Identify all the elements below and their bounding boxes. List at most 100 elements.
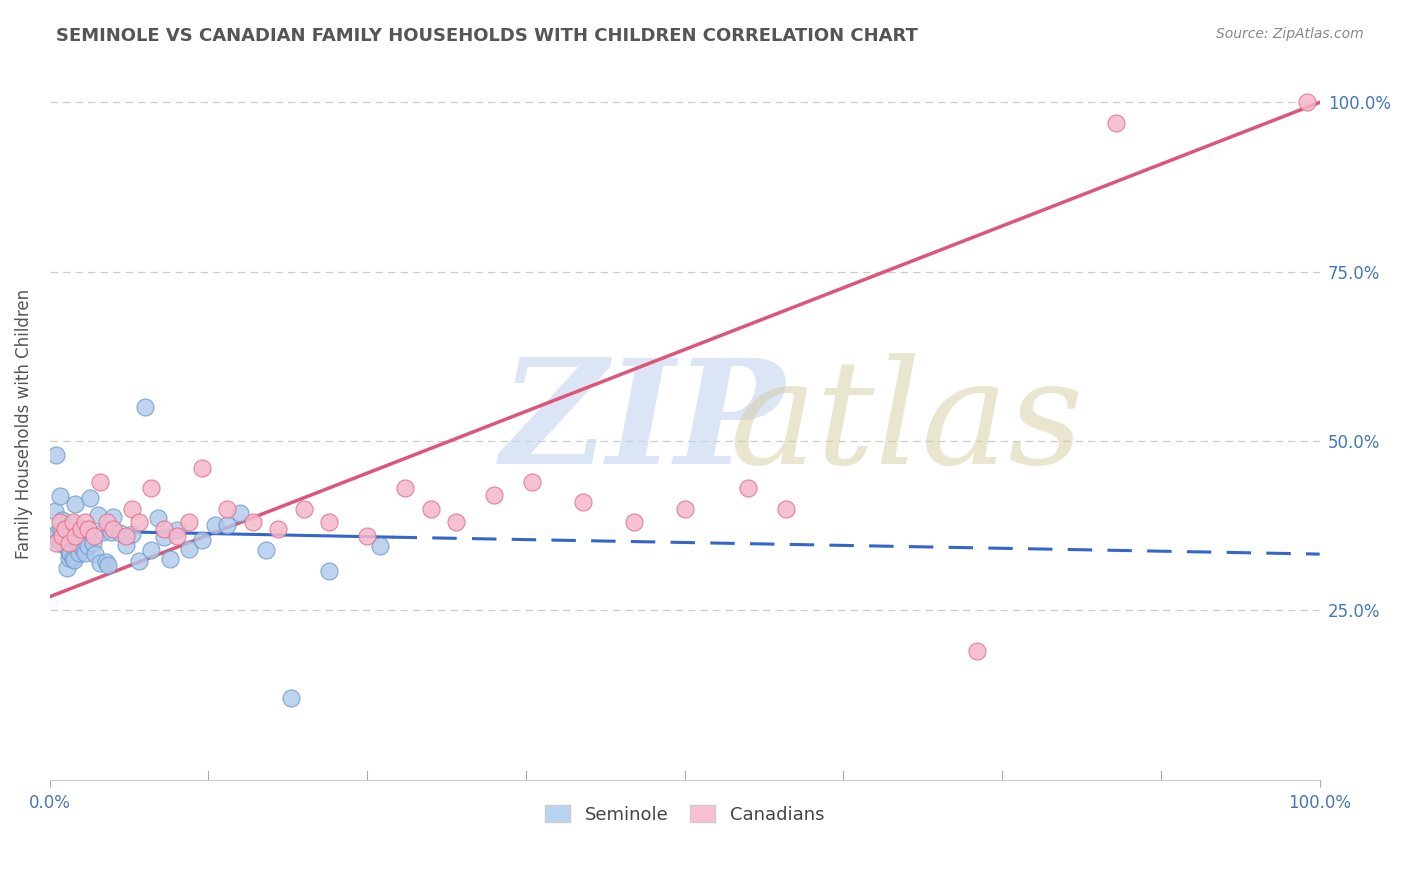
Point	[55, 532, 77, 546]
Point	[45, 535, 67, 549]
Point	[53, 522, 76, 536]
Point	[46, 526, 69, 541]
Point	[217, 501, 239, 516]
Point	[49, 515, 72, 529]
Point	[141, 543, 163, 558]
Point	[69, 538, 91, 552]
Text: ZIP: ZIP	[501, 353, 785, 495]
Point	[966, 644, 988, 658]
Point	[62, 551, 84, 566]
Point	[84, 547, 107, 561]
Point	[59, 546, 82, 560]
Point	[254, 543, 277, 558]
Point	[146, 511, 169, 525]
Point	[419, 501, 441, 516]
Point	[94, 555, 117, 569]
Point	[63, 497, 86, 511]
Point	[737, 482, 759, 496]
Point	[444, 515, 467, 529]
Point	[115, 529, 138, 543]
Point	[53, 530, 76, 544]
Point	[318, 515, 340, 529]
Point	[96, 515, 118, 529]
Point	[72, 541, 94, 556]
Point	[318, 564, 340, 578]
Point	[52, 536, 75, 550]
Point	[179, 515, 201, 529]
Point	[51, 537, 73, 551]
Point	[775, 501, 797, 516]
Point	[242, 515, 264, 529]
Point	[41, 529, 63, 543]
Point	[572, 495, 595, 509]
Point	[356, 529, 378, 543]
Point	[229, 506, 252, 520]
Point	[83, 529, 105, 543]
Point	[58, 545, 80, 559]
Point	[76, 539, 98, 553]
Point	[49, 489, 72, 503]
Point	[60, 516, 83, 531]
Point	[368, 540, 391, 554]
Text: Source: ZipAtlas.com: Source: ZipAtlas.com	[1216, 27, 1364, 41]
Point	[76, 527, 98, 541]
Point	[91, 525, 114, 540]
Point	[280, 691, 302, 706]
Point	[67, 546, 90, 560]
Point	[97, 558, 120, 572]
Text: atlas: atlas	[730, 353, 1083, 495]
Point	[128, 515, 150, 529]
Point	[62, 552, 84, 566]
Point	[108, 525, 131, 540]
Point	[191, 533, 214, 548]
Point	[153, 522, 176, 536]
Point	[79, 491, 101, 505]
Point	[292, 501, 315, 516]
Point	[121, 527, 143, 541]
Point	[49, 523, 72, 537]
Point	[522, 475, 544, 489]
Point	[128, 554, 150, 568]
Point	[89, 475, 111, 489]
Point	[673, 501, 696, 516]
Point	[65, 533, 87, 547]
Point	[58, 535, 80, 549]
Point	[87, 508, 110, 522]
Point	[179, 542, 201, 557]
Point	[76, 522, 98, 536]
Point	[48, 533, 70, 547]
Point	[153, 530, 176, 544]
Point	[394, 482, 416, 496]
Legend: Seminole, Canadians: Seminole, Canadians	[534, 794, 835, 835]
Point	[623, 515, 645, 529]
Point	[63, 529, 86, 543]
Point	[482, 488, 505, 502]
Point	[82, 536, 104, 550]
Point	[159, 552, 181, 566]
Point	[75, 546, 97, 560]
Y-axis label: Family Households with Children: Family Households with Children	[15, 289, 32, 559]
Point	[56, 561, 79, 575]
Point	[166, 524, 188, 538]
Point	[191, 461, 214, 475]
Point	[101, 509, 124, 524]
Point	[51, 529, 73, 543]
Point	[44, 504, 66, 518]
Point	[66, 534, 89, 549]
Point	[42, 531, 65, 545]
Point	[62, 515, 84, 529]
Point	[267, 522, 290, 536]
Point	[89, 556, 111, 570]
Point	[100, 525, 122, 540]
Point	[121, 501, 143, 516]
Point	[70, 522, 93, 536]
Point	[75, 515, 97, 529]
Point	[141, 482, 163, 496]
Point	[134, 400, 156, 414]
Point	[115, 537, 138, 551]
Point	[1105, 116, 1128, 130]
Point	[101, 522, 124, 536]
Point	[1296, 95, 1319, 110]
Point	[204, 518, 226, 533]
Point	[45, 448, 67, 462]
